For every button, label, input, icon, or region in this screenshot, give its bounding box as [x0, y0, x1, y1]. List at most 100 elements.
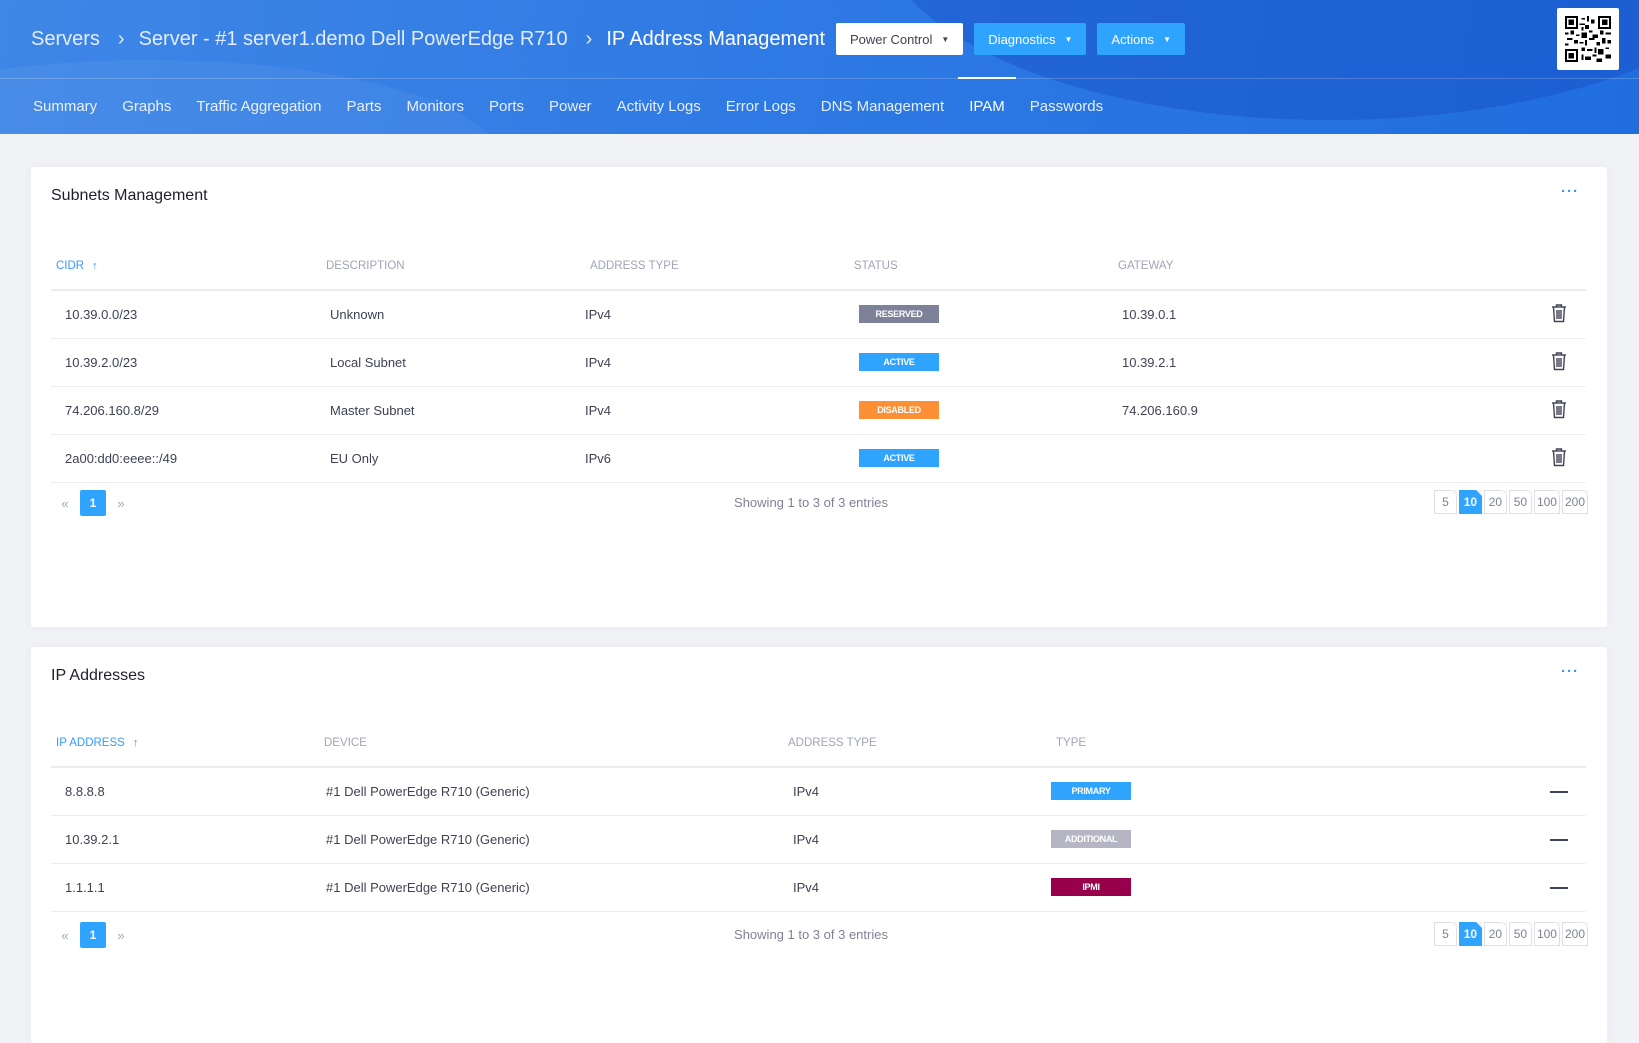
breadcrumb-server[interactable]: Server - #1 server1.demo Dell PowerEdge … [138, 27, 568, 50]
type-badge: ADDITIONAL [1051, 830, 1131, 848]
ip-addresses-card: IP Addresses ··· IP ADDRESS ↑ DEVICE ADDR… [31, 647, 1607, 1043]
tab-power[interactable]: Power [549, 98, 592, 115]
tab-traffic-aggregation[interactable]: Traffic Aggregation [196, 98, 322, 115]
description-cell: Master Subnet [321, 386, 585, 435]
sort-asc-icon: ↑ [92, 259, 98, 272]
device-cell: #1 Dell PowerEdge R710 (Generic) [319, 863, 783, 912]
power-control-button[interactable]: Power Control ▼ [836, 23, 964, 55]
page-size-option[interactable]: 20 [1483, 922, 1507, 946]
page-size-option[interactable]: 50 [1508, 490, 1532, 514]
trash-icon[interactable] [1550, 447, 1568, 467]
column-label: IP ADDRESS [56, 736, 125, 749]
table-row[interactable]: 10.39.2.0/23 Local Subnet IPv4 ACTIVE 10… [51, 338, 1586, 387]
more-icon[interactable]: ··· [1561, 183, 1579, 200]
ip-addresses-table: IP ADDRESS ↑ DEVICE ADDRESS TYPE TYPE 8.8… [51, 719, 1586, 912]
column-header-actions [1351, 719, 1586, 768]
column-header-type[interactable]: TYPE [1051, 719, 1351, 768]
trash-icon[interactable] [1550, 399, 1568, 419]
description-cell: EU Only [321, 434, 585, 483]
actions-button[interactable]: Actions ▼ [1097, 23, 1185, 55]
device-cell: #1 Dell PowerEdge R710 (Generic) [319, 815, 783, 864]
page-button[interactable]: 1 [80, 490, 106, 516]
chevron-double-left-icon[interactable]: « [61, 495, 69, 511]
qr-code-icon[interactable] [1557, 8, 1619, 70]
tab-ports[interactable]: Ports [489, 98, 525, 115]
subnets-card: Subnets Management ··· CIDR ↑ DESCRIPTION… [31, 167, 1607, 627]
cidr-cell: 2a00:dd0:eeee::/49 [51, 434, 321, 483]
table-row[interactable]: 8.8.8.8 #1 Dell PowerEdge R710 (Generic)… [51, 767, 1586, 816]
type-cell: ADDITIONAL [1051, 815, 1351, 864]
trash-icon[interactable] [1550, 303, 1568, 323]
page-header: Servers › Server - #1 server1.demo Dell … [0, 0, 1639, 134]
page-size-option[interactable]: 200 [1561, 922, 1589, 946]
tab-summary[interactable]: Summary [33, 98, 98, 115]
column-header-description[interactable]: DESCRIPTION [321, 242, 585, 291]
table-row[interactable]: 1.1.1.1 #1 Dell PowerEdge R710 (Generic)… [51, 863, 1586, 912]
tab-activity-logs[interactable]: Activity Logs [616, 98, 701, 115]
column-header-status[interactable]: STATUS [849, 242, 1113, 291]
subnets-title: Subnets Management [51, 187, 208, 204]
status-cell: DISABLED [849, 386, 1113, 435]
table-row[interactable]: 10.39.0.0/23 Unknown IPv4 RESERVED 10.39… [51, 290, 1586, 339]
diagnostics-button[interactable]: Diagnostics ▼ [974, 23, 1087, 55]
actions-cell [1443, 290, 1586, 339]
page-size-option[interactable]: 5 [1433, 490, 1457, 514]
column-header-ip-address[interactable]: IP ADDRESS ↑ [51, 719, 319, 768]
status-cell: ACTIVE [849, 434, 1113, 483]
address-type-cell: IPv4 [783, 815, 1051, 864]
minus-icon[interactable] [1550, 839, 1568, 842]
description-cell: Local Subnet [321, 338, 585, 387]
server-tabs: Summary Graphs Traffic Aggregation Parts… [22, 77, 1117, 134]
page-button[interactable]: 1 [80, 922, 106, 948]
caret-down-icon: ▼ [1064, 34, 1073, 44]
breadcrumb-servers[interactable]: Servers [31, 27, 100, 50]
more-icon[interactable]: ··· [1561, 663, 1579, 680]
chevron-right-icon: › [117, 27, 125, 50]
page-size-option[interactable]: 100 [1533, 922, 1560, 946]
column-header-cidr[interactable]: CIDR ↑ [51, 242, 321, 291]
page-size-option[interactable]: 20 [1483, 490, 1507, 514]
tab-parts[interactable]: Parts [346, 98, 382, 115]
tab-ipam[interactable]: IPAM [958, 77, 1016, 134]
page-size-option[interactable]: 5 [1433, 922, 1457, 946]
gateway-cell: 74.206.160.9 [1113, 386, 1443, 435]
page-size-option[interactable]: 200 [1561, 490, 1589, 514]
minus-icon[interactable] [1550, 791, 1568, 794]
page-size-option[interactable]: 100 [1533, 490, 1560, 514]
table-row[interactable]: 2a00:dd0:eeee::/49 EU Only IPv6 ACTIVE [51, 434, 1586, 483]
chevron-double-right-icon[interactable]: » [117, 927, 125, 943]
nav-divider [0, 78, 1639, 79]
address-type-cell: IPv4 [585, 386, 849, 435]
table-row[interactable]: 74.206.160.8/29 Master Subnet IPv4 DISAB… [51, 386, 1586, 435]
tab-error-logs[interactable]: Error Logs [725, 98, 796, 115]
column-header-address-type[interactable]: ADDRESS TYPE [585, 242, 849, 291]
tab-passwords[interactable]: Passwords [1029, 98, 1104, 115]
page-size-selector: 5 10 20 50 100 200 [1432, 922, 1589, 946]
tab-monitors[interactable]: Monitors [406, 98, 465, 115]
minus-icon[interactable] [1550, 887, 1568, 890]
page-size-option[interactable]: 10 [1458, 490, 1482, 514]
pagination: « 1 » [55, 490, 131, 516]
page-size-selector: 5 10 20 50 100 200 [1432, 490, 1589, 514]
caret-down-icon: ▼ [1163, 34, 1171, 44]
device-cell: #1 Dell PowerEdge R710 (Generic) [319, 767, 783, 816]
page-size-option[interactable]: 50 [1508, 922, 1532, 946]
tab-graphs[interactable]: Graphs [122, 98, 172, 115]
status-badge: DISABLED [859, 401, 939, 419]
table-header-row: IP ADDRESS ↑ DEVICE ADDRESS TYPE TYPE [51, 719, 1586, 768]
page-size-option[interactable]: 10 [1458, 922, 1482, 946]
trash-icon[interactable] [1550, 351, 1568, 371]
caret-down-icon: ▼ [941, 34, 950, 44]
column-header-device[interactable]: DEVICE [319, 719, 783, 768]
column-header-gateway[interactable]: GATEWAY [1113, 242, 1443, 291]
type-cell: PRIMARY [1051, 767, 1351, 816]
ip-address-cell: 10.39.2.1 [51, 815, 319, 864]
chevron-double-right-icon[interactable]: » [117, 495, 125, 511]
actions-cell [1443, 386, 1586, 435]
column-header-address-type[interactable]: ADDRESS TYPE [783, 719, 1051, 768]
tab-dns-management[interactable]: DNS Management [820, 98, 945, 115]
cidr-cell: 10.39.0.0/23 [51, 290, 321, 339]
chevron-double-left-icon[interactable]: « [61, 927, 69, 943]
table-row[interactable]: 10.39.2.1 #1 Dell PowerEdge R710 (Generi… [51, 815, 1586, 864]
ip-address-cell: 8.8.8.8 [51, 767, 319, 816]
